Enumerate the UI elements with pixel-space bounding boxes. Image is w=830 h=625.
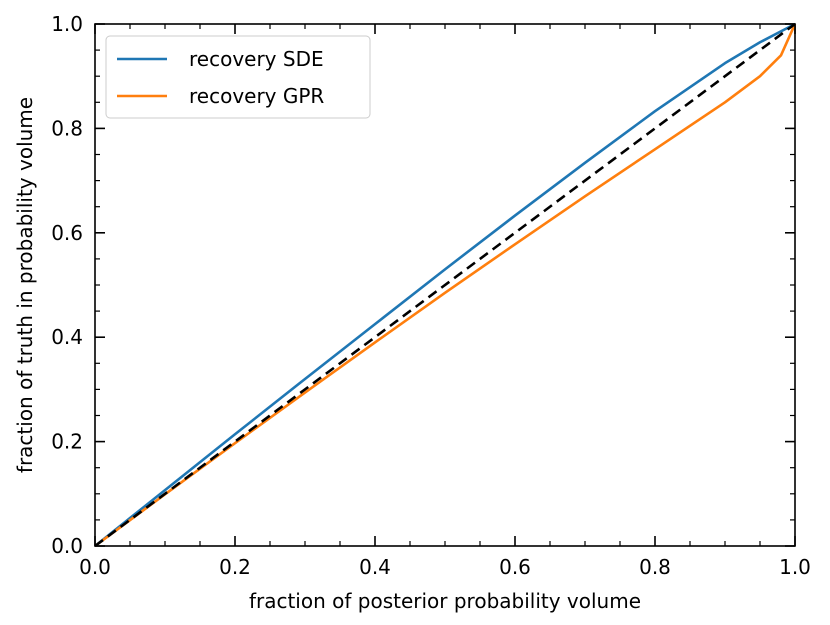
- x-tick-labels: 0.0 0.2 0.4 0.6 0.8 1.0: [79, 555, 811, 579]
- series-line-recovery-sde: [94, 22, 796, 548]
- y-tick-label: 0.8: [51, 116, 83, 140]
- y-axis-label: fraction of truth in probability volume: [13, 97, 37, 473]
- y-tick-label: 0.0: [51, 534, 83, 558]
- legend-label-sde: recovery SDE: [189, 47, 324, 71]
- x-tick-label: 0.8: [639, 555, 671, 579]
- plot-frame: [94, 23, 796, 547]
- x-tick-label: 1.0: [779, 555, 811, 579]
- y-tick-label: 0.2: [51, 430, 83, 454]
- x-tick-label: 0.0: [79, 555, 111, 579]
- x-tick-label: 0.4: [359, 555, 391, 579]
- series-lines: [94, 22, 797, 548]
- y-tick-label: 0.6: [51, 221, 83, 245]
- y-tick-label: 0.4: [51, 325, 83, 349]
- y-tick-labels: 0.0 0.2 0.4 0.6 0.8 1.0: [51, 12, 83, 558]
- legend: recovery SDE recovery GPR: [105, 35, 371, 119]
- reference-diagonal-line: [94, 22, 796, 548]
- x-tick-label: 0.6: [499, 555, 531, 579]
- legend-box: [105, 35, 371, 119]
- series-line-recovery-gpr: [94, 23, 797, 548]
- x-axis-label: fraction of posterior probability volume: [249, 589, 641, 613]
- x-tick-label: 0.2: [219, 555, 251, 579]
- y-tick-label: 1.0: [51, 12, 83, 36]
- legend-label-gpr: recovery GPR: [189, 84, 324, 108]
